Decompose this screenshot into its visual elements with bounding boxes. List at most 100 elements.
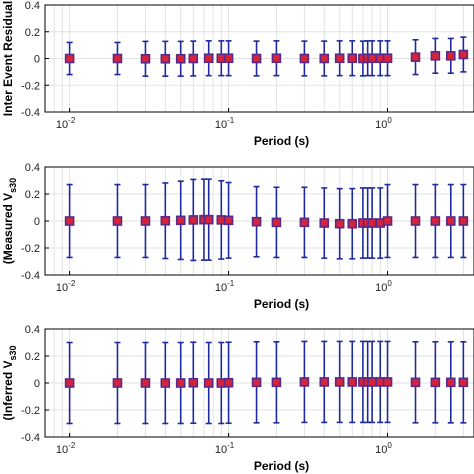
data-point	[175, 215, 186, 226]
data-point	[251, 53, 262, 64]
data-point	[367, 53, 377, 64]
data-point	[319, 377, 330, 387]
data-point	[251, 377, 262, 388]
data-point	[64, 216, 75, 226]
data-point	[445, 377, 456, 388]
y-tick-label: -0.2	[21, 405, 40, 417]
x-tick-label: 10-1	[215, 116, 235, 131]
y-tick-label: 0.4	[25, 324, 40, 336]
data-point	[430, 51, 441, 61]
x-tick-label: 10-2	[56, 116, 76, 131]
data-point	[188, 215, 199, 225]
data-point	[347, 53, 358, 64]
data-point	[458, 216, 469, 226]
x-tick-label: 100	[375, 116, 392, 131]
data-point	[271, 377, 282, 388]
data-point	[319, 218, 330, 228]
data-point	[458, 377, 469, 388]
y-tick-label: -0.4	[21, 107, 40, 119]
data-series	[64, 340, 469, 425]
data-point	[140, 53, 151, 64]
data-point	[299, 377, 310, 387]
panel-2: -0.4 -0.2 0 0.2 0.4 10-2 10-1 100 Period (s) (Mea…	[1, 162, 474, 311]
data-point	[188, 377, 199, 388]
y-tick-label: -0.4	[21, 270, 40, 282]
data-point	[112, 378, 123, 388]
data-point	[458, 49, 469, 60]
data-point	[410, 52, 421, 62]
axes-frame	[44, 4, 474, 113]
x-axis-label: Period (s)	[254, 459, 309, 473]
data-point	[382, 53, 393, 64]
panel-3: -0.4 -0.2 0 0.2 0.4 10-2 10-1 100 Period (s) (Inf…	[1, 324, 474, 473]
data-point	[223, 215, 234, 226]
x-tick-label: 100	[375, 441, 392, 456]
data-point	[430, 216, 441, 226]
data-point	[188, 53, 199, 64]
y-tick-label: -0.2	[21, 80, 40, 92]
data-point	[299, 53, 310, 64]
data-point	[175, 378, 186, 388]
x-axis-label: Period (s)	[254, 134, 309, 148]
y-tick-label: 0.2	[25, 27, 40, 39]
data-point	[299, 217, 310, 228]
data-point	[334, 218, 345, 229]
data-point	[410, 216, 421, 226]
x-tick-label: 100	[375, 279, 392, 294]
data-point	[223, 53, 234, 64]
data-point	[64, 378, 75, 388]
x-tick-label: 10-1	[215, 279, 235, 294]
panel-1: -0.4 -0.2 0 0.2 0.4 10-2 10-1 100 Period (s) Inte…	[1, 0, 474, 148]
axes-frame	[44, 166, 474, 276]
y-axis-label: (Measured Vs30	[1, 178, 18, 264]
y-tick-label: 0	[34, 54, 40, 66]
y-tick-label: 0.2	[25, 351, 40, 363]
data-point	[319, 53, 330, 64]
data-point	[445, 216, 456, 226]
data-point	[140, 378, 151, 388]
data-point	[160, 378, 171, 388]
y-tick-label: 0.4	[25, 0, 40, 12]
x-tick-label: 10-2	[56, 441, 76, 456]
x-axis-label: Period (s)	[254, 297, 309, 311]
data-point	[112, 216, 123, 226]
data-point	[347, 218, 358, 229]
y-tick-label: 0	[34, 378, 40, 390]
y-tick-label: -0.4	[21, 432, 40, 444]
data-point	[175, 53, 186, 64]
data-point	[445, 51, 456, 61]
data-point	[410, 377, 421, 388]
data-point	[334, 377, 345, 387]
data-point	[223, 377, 234, 388]
data-point	[160, 215, 171, 226]
data-point	[160, 53, 171, 64]
data-point	[112, 53, 123, 64]
y-tick-label: 0.4	[25, 162, 40, 174]
data-point	[64, 53, 75, 64]
data-point	[203, 214, 214, 225]
data-point	[271, 217, 282, 228]
y-axis-label: (Inferred Vs30	[1, 345, 18, 420]
data-point	[367, 218, 377, 228]
data-point	[430, 377, 441, 388]
data-point	[140, 216, 151, 226]
data-series	[64, 36, 469, 77]
data-point	[251, 216, 262, 227]
data-series	[64, 178, 469, 262]
data-point	[203, 53, 214, 64]
data-point	[203, 378, 214, 388]
data-point	[382, 377, 393, 387]
y-axis-label: Inter Event Residual	[1, 1, 15, 116]
x-tick-label: 10-2	[56, 279, 76, 294]
y-tick-label: -0.2	[21, 243, 40, 255]
data-point	[382, 216, 393, 226]
data-point	[347, 377, 358, 387]
data-point	[334, 53, 345, 64]
y-tick-label: 0	[34, 216, 40, 228]
axes-frame	[44, 328, 474, 438]
y-tick-label: 0.2	[25, 189, 40, 201]
x-tick-label: 10-1	[215, 441, 235, 456]
data-point	[271, 53, 282, 64]
data-point	[367, 377, 377, 387]
